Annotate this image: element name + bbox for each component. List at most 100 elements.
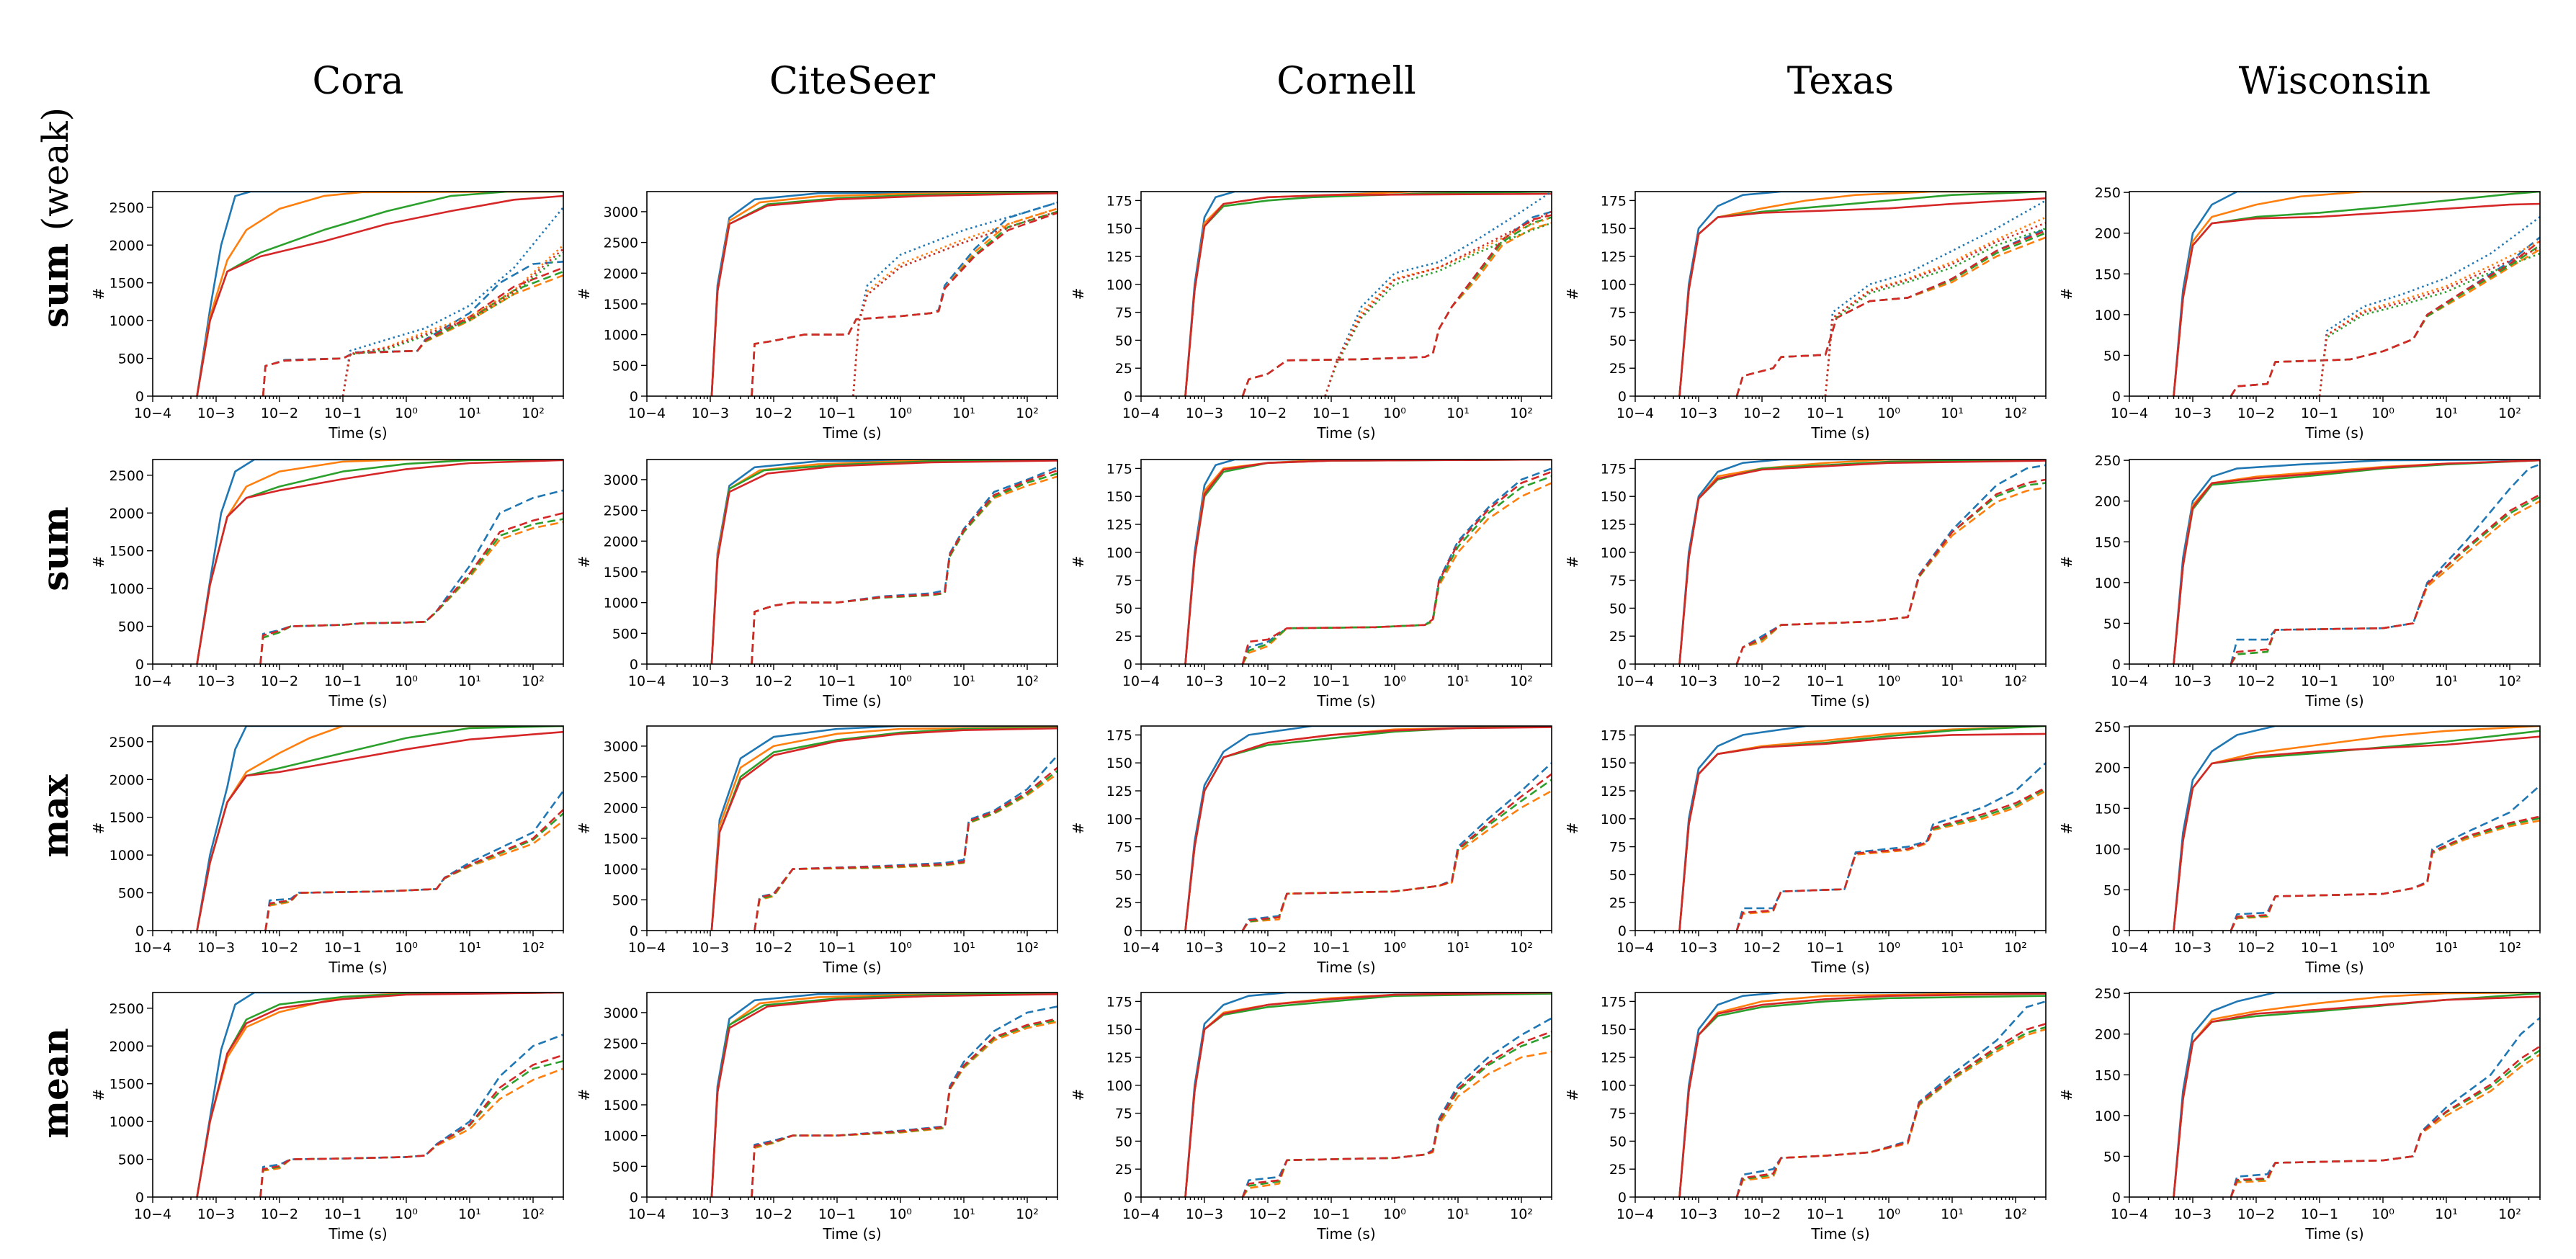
y-tick-label: 175 — [1106, 727, 1132, 743]
y-tick-label: 500 — [118, 886, 144, 902]
y-tick-label: 0 — [2112, 389, 2121, 405]
series-line-blue-dashed — [2230, 463, 2540, 664]
y-axis-label: # — [576, 823, 593, 835]
series-line-green-dashed — [1735, 787, 2046, 931]
x-tick-label: 10¹ — [1941, 940, 1964, 956]
column-title-citeseer: CiteSeer — [769, 60, 935, 103]
y-axis-label: # — [2058, 556, 2075, 568]
y-tick-label: 150 — [1106, 221, 1132, 237]
series-group — [2173, 993, 2540, 1197]
series-line-red-solid — [2173, 995, 2540, 1197]
y-axis-label: # — [1070, 556, 1087, 568]
x-tick-label: 10² — [1510, 940, 1533, 956]
x-tick-label: 10¹ — [458, 406, 481, 421]
y-tick-label: 2000 — [109, 1039, 144, 1054]
series-line-blue-dotted — [852, 201, 1057, 396]
y-tick-label: 250 — [2095, 720, 2121, 735]
x-axis-label: Time (s) — [328, 692, 387, 709]
axes-frame — [646, 992, 1058, 1198]
row-title-sum-weak: sum (weak) — [34, 107, 76, 328]
series-line-red-dashed — [2230, 240, 2540, 396]
column-title-cornell: Cornell — [1276, 60, 1416, 103]
y-tick-label: 175 — [1106, 193, 1132, 209]
y-tick-label: 100 — [1106, 812, 1132, 828]
series-line-orange-solid — [1678, 726, 2046, 931]
series-line-orange-dashed — [259, 1067, 563, 1197]
x-axis-label: Time (s) — [822, 959, 881, 976]
x-tick-label: 10² — [2498, 940, 2521, 956]
series-line-orange-solid — [196, 460, 563, 664]
y-tick-label: 2500 — [604, 770, 638, 786]
series-line-red-dashed — [1241, 214, 1552, 396]
x-tick-label: 10⁰ — [2371, 406, 2394, 421]
panel-max-cornell: 10−4 10−3 10−2 10−1 10⁰ 10¹ 10² 0 25 50 75 100 125 15… — [1070, 725, 1552, 976]
x-tick-label: 10−2 — [755, 1206, 792, 1222]
y-axis-label: # — [1564, 556, 1581, 568]
y-tick-label: 25 — [1609, 629, 1627, 645]
row-title-max: max — [34, 774, 76, 857]
y-tick-label: 125 — [1106, 1050, 1132, 1066]
x-tick-label: 10−2 — [1249, 940, 1287, 956]
series-line-blue-solid — [1184, 460, 1552, 664]
y-tick-label: 3000 — [604, 472, 638, 488]
x-axis-label: Time (s) — [1316, 959, 1375, 976]
series-line-blue-dashed — [751, 1005, 1057, 1197]
y-tick-label: 150 — [2095, 534, 2121, 550]
x-tick-label: 10² — [1510, 1206, 1533, 1222]
x-tick-label: 10¹ — [952, 406, 975, 421]
x-tick-label: 10−4 — [134, 940, 171, 956]
x-tick-label: 10⁰ — [1383, 1206, 1406, 1222]
series-line-orange-solid — [710, 726, 1057, 931]
series-line-green-solid — [1678, 192, 2046, 396]
series-line-blue-solid — [196, 460, 563, 664]
panel-max-texas: 10−4 10−3 10−2 10−1 10⁰ 10¹ 10² 0 25 50 75 100 125 15… — [1564, 725, 2047, 976]
y-tick-label: 50 — [2103, 882, 2121, 898]
y-tick-label: 2000 — [604, 266, 638, 282]
series-line-green-dashed — [1241, 779, 1552, 931]
x-tick-label: 10−3 — [692, 673, 729, 689]
series-line-blue-dashed — [1241, 1017, 1552, 1197]
y-tick-label: 75 — [1609, 305, 1627, 321]
y-tick-label: 100 — [1601, 545, 1627, 561]
x-tick-label: 10¹ — [458, 673, 481, 689]
x-tick-label: 10−3 — [1186, 1206, 1223, 1222]
x-tick-label: 10² — [522, 673, 545, 689]
series-line-orange-dashed — [264, 820, 563, 931]
x-tick-label: 10−1 — [1807, 406, 1844, 421]
series-line-red-dotted — [1324, 210, 1552, 396]
series-line-red-dashed — [751, 469, 1057, 664]
x-tick-label: 10² — [522, 940, 545, 956]
series-line-orange-dashed — [1735, 236, 2046, 396]
series-line-red-solid — [1184, 993, 1552, 1197]
x-tick-label: 10² — [522, 1206, 545, 1222]
series-line-blue-dashed — [751, 201, 1057, 396]
x-tick-label: 10−3 — [2174, 940, 2211, 956]
x-axis-label: Time (s) — [1810, 1225, 1869, 1242]
x-tick-label: 10−2 — [1249, 1206, 1287, 1222]
series-line-red-dashed — [2230, 815, 2540, 931]
x-tick-label: 10−1 — [818, 1206, 856, 1222]
series-line-blue-dashed — [1241, 762, 1552, 931]
series-group — [1678, 460, 2046, 664]
y-tick-label: 100 — [1601, 277, 1627, 293]
y-tick-label: 500 — [118, 351, 144, 367]
panel-max-citeseer: 10−4 10−3 10−2 10−1 10⁰ 10¹ 10² 0 500 1000 1500 200… — [576, 725, 1058, 976]
series-line-green-dashed — [2230, 817, 2540, 931]
x-tick-label: 10−4 — [2111, 406, 2148, 421]
series-line-red-dotted — [341, 248, 563, 396]
series-line-orange-dashed — [2230, 820, 2540, 931]
series-line-orange-solid — [2173, 726, 2540, 931]
y-tick-label: 1500 — [604, 297, 638, 313]
x-tick-label: 10¹ — [1446, 1206, 1470, 1222]
series-group — [1678, 726, 2046, 931]
series-group — [710, 460, 1057, 664]
series-line-red-dotted — [852, 210, 1057, 396]
y-tick-label: 250 — [2095, 986, 2121, 1002]
series-line-red-solid — [2173, 735, 2540, 931]
axes-frame — [1140, 191, 1552, 397]
series-line-orange-dashed — [751, 207, 1057, 396]
y-tick-label: 0 — [2112, 923, 2121, 939]
row-title-sum-weak-suffix: (weak) — [35, 107, 76, 231]
series-line-red-solid — [2173, 202, 2540, 396]
series-line-blue-solid — [1184, 993, 1552, 1197]
